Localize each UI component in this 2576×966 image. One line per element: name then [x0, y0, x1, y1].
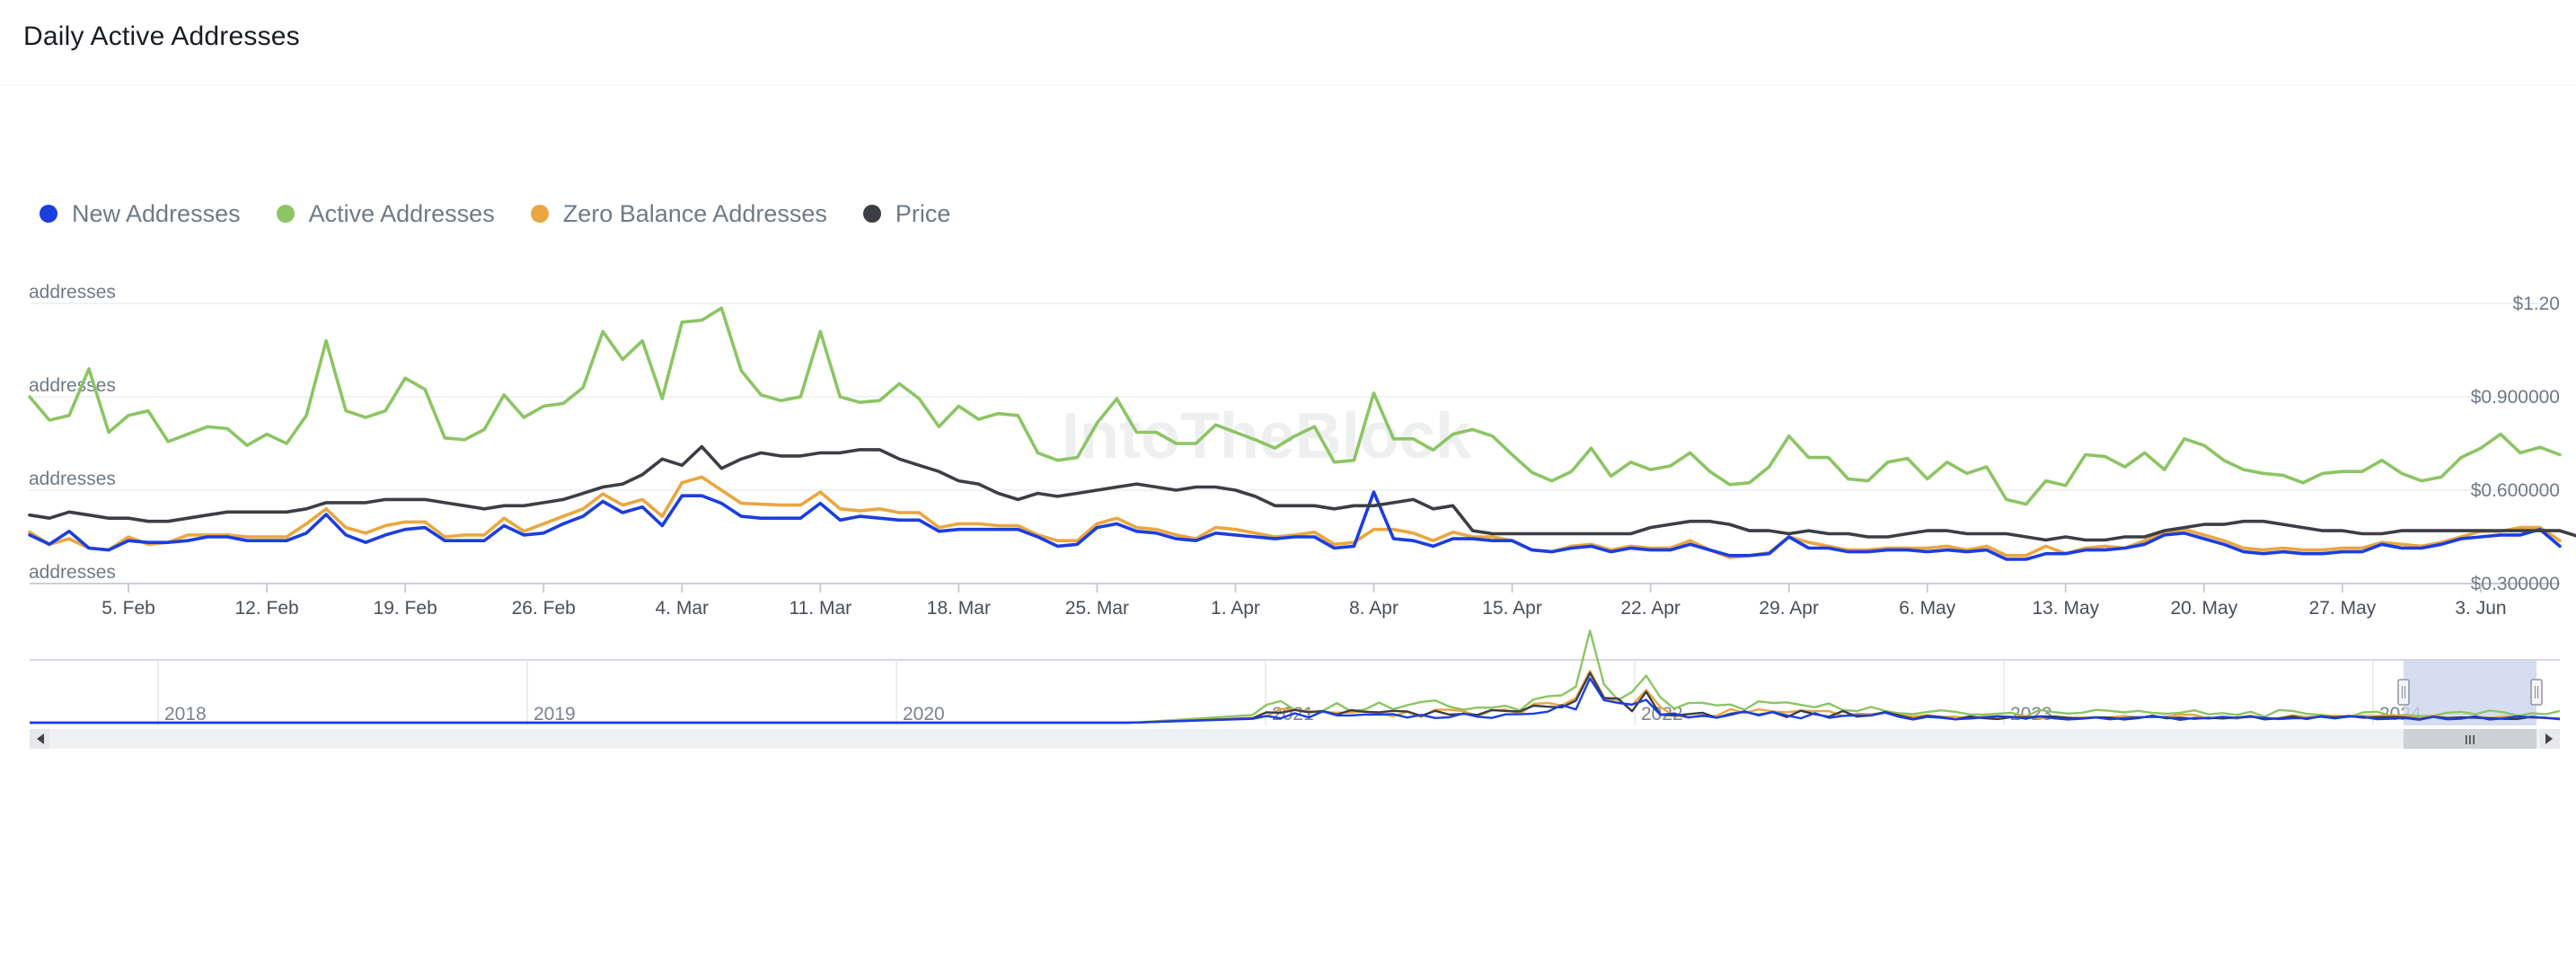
legend-dot-new-addresses	[40, 205, 57, 223]
x-axis-tick-label: 20. May	[2171, 598, 2238, 619]
arrow-left-icon	[37, 733, 44, 744]
legend-label: Active Addresses	[308, 199, 495, 227]
x-axis-tick-label: 1. Apr	[1211, 598, 1260, 619]
right-axis-tick-label: $0.900000	[2471, 387, 2560, 408]
right-axis: $1.20 $0.900000 $0.600000 $0.300000	[2471, 294, 2560, 594]
legend-item-price[interactable]: Price	[862, 199, 951, 228]
x-axis: 5. Feb 12. Feb 19. Feb 26. Feb 4. Mar 11. Mar…	[101, 584, 2507, 619]
legend-label: New Addresses	[72, 199, 241, 227]
x-axis-tick-label: 26. Feb	[512, 598, 576, 619]
x-axis-tick-label: 18. Mar	[927, 598, 991, 619]
navigator-year-label: 2020	[903, 704, 945, 724]
x-axis-tick-label: 3. Jun	[2455, 598, 2506, 619]
x-axis-tick-label: 19. Feb	[374, 598, 437, 619]
navigator-year-label: 2019	[534, 704, 576, 724]
navigator-scrollbar-track[interactable]	[30, 729, 2560, 749]
legend-label: Price	[895, 199, 951, 227]
arrow-right-icon	[2545, 733, 2553, 744]
navigator-year-label: 2018	[164, 704, 207, 724]
x-axis-tick-label: 13. May	[2032, 598, 2099, 619]
series-line-price	[28, 444, 2576, 542]
left-axis-tick-label: addresses	[29, 469, 116, 489]
x-axis-tick-label: 29. Apr	[1759, 598, 1819, 619]
x-axis-tick-label: 15. Apr	[1482, 598, 1542, 619]
x-axis-tick-label: 25. Mar	[1065, 598, 1129, 619]
legend-dot-price	[862, 205, 881, 223]
left-axis-tick-label: addresses	[29, 375, 116, 396]
legend-item-active-addresses[interactable]: Active Addresses	[276, 199, 495, 228]
series-line-zero-balance-addresses	[28, 475, 2562, 559]
navigator-series-new	[30, 677, 2561, 724]
x-axis-tick-label: 27. May	[2309, 598, 2377, 619]
left-axis: addresses addresses addresses addresses	[29, 282, 116, 583]
series-line-new-addresses	[28, 490, 2562, 561]
watermark-text: IntoTheBlock	[1062, 400, 1472, 472]
navigator-right-handle[interactable]	[2530, 679, 2543, 706]
x-axis-tick-label: 5. Feb	[101, 598, 155, 619]
legend-item-zero-balance-addresses[interactable]: Zero Balance Addresses	[530, 199, 827, 228]
right-axis-tick-label: $0.300000	[2471, 574, 2560, 594]
right-axis-tick-label: $0.600000	[2471, 480, 2560, 501]
grid	[30, 303, 2560, 584]
x-axis-tick-label: 4. Mar	[656, 598, 710, 619]
x-axis-tick-label: 8. Apr	[1349, 598, 1398, 619]
left-axis-tick-label: addresses	[29, 562, 116, 583]
legend-item-new-addresses[interactable]: New Addresses	[40, 200, 241, 228]
x-axis-tick-label: 6. May	[1899, 598, 1956, 619]
x-axis-tick-label: 22. Apr	[1620, 598, 1681, 619]
navigator-scrollbar-thumb[interactable]	[2404, 729, 2536, 749]
chart-header: Daily Active Addresses	[0, 0, 2576, 85]
series-line-active-addresses	[28, 306, 2562, 506]
chart-title: Daily Active Addresses	[23, 22, 300, 51]
navigator-left-handle[interactable]	[2397, 679, 2410, 706]
x-axis-tick-label: 12. Feb	[234, 598, 298, 619]
x-axis-tick-label: 11. Mar	[789, 598, 851, 619]
legend-dot-active-addresses	[276, 205, 295, 223]
legend-label: Zero Balance Addresses	[562, 199, 827, 227]
legend: New Addresses Active Addresses Zero Bala…	[40, 196, 986, 232]
right-axis-tick-label: $1.20	[2512, 294, 2560, 314]
scrollbar-grip-icon: III	[2465, 733, 2476, 748]
left-axis-tick-label: addresses	[29, 282, 116, 303]
legend-dot-zero-balance-addresses	[530, 205, 549, 223]
series-lines	[28, 306, 2576, 561]
